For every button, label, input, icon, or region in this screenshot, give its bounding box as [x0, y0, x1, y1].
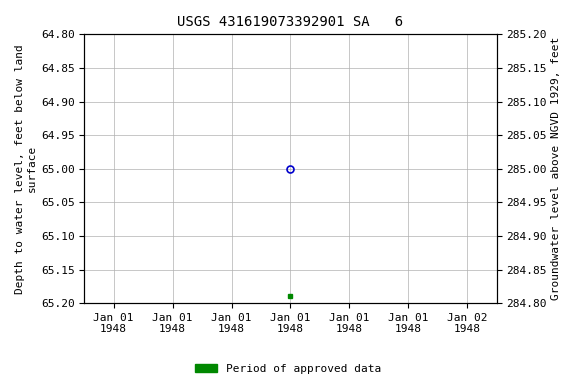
Y-axis label: Depth to water level, feet below land
surface: Depth to water level, feet below land su… [15, 44, 37, 294]
Y-axis label: Groundwater level above NGVD 1929, feet: Groundwater level above NGVD 1929, feet [551, 37, 561, 300]
Title: USGS 431619073392901 SA   6: USGS 431619073392901 SA 6 [177, 15, 403, 29]
Legend: Period of approved data: Period of approved data [191, 359, 385, 379]
